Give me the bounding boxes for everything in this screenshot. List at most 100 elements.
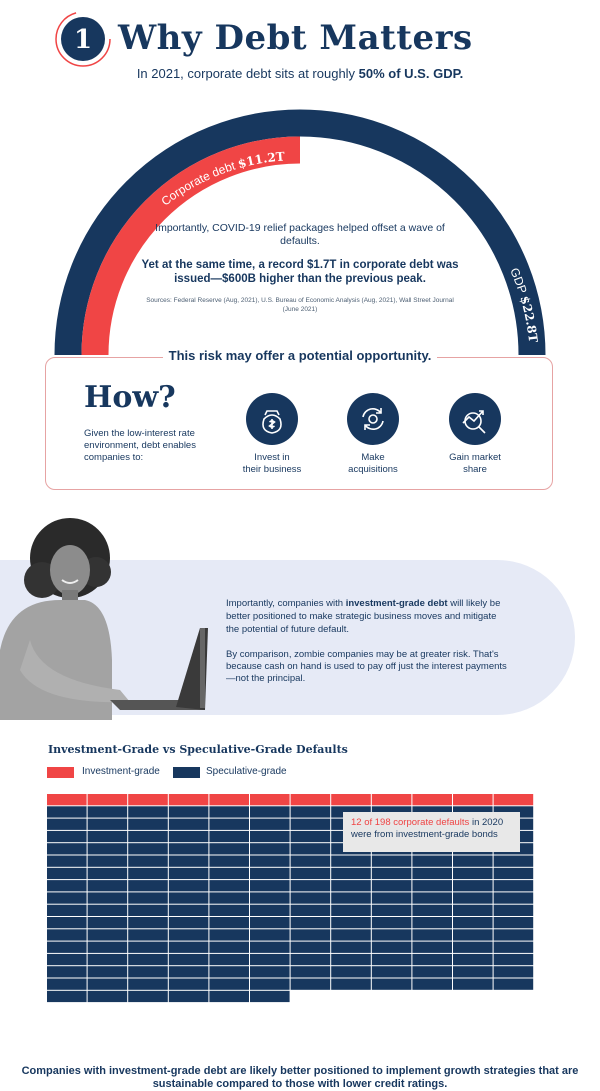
waffle-cell-speculative-grade: [87, 818, 128, 830]
waffle-cell-speculative-grade: [209, 917, 249, 929]
waffle-cell-speculative-grade: [47, 830, 87, 843]
waffle-cell-speculative-grade: [412, 855, 452, 867]
subtitle-text: In 2021, corporate debt sits at roughly: [136, 66, 359, 81]
waffle-cell-speculative-grade: [250, 867, 290, 880]
waffle-cell-speculative-grade: [331, 867, 371, 880]
waffle-cell-speculative-grade: [209, 941, 249, 953]
waffle-cell-speculative-grade: [290, 929, 331, 941]
waffle-cell-speculative-grade: [453, 880, 493, 892]
waffle-cell-speculative-grade: [453, 941, 493, 953]
waffle-cell-speculative-grade: [47, 941, 87, 953]
waffle-cell-speculative-grade: [128, 830, 168, 843]
money-bag-icon: [246, 393, 298, 445]
waffle-cell-speculative-grade: [128, 929, 168, 941]
waffle-cell-speculative-grade: [412, 867, 452, 880]
waffle-cell-speculative-grade: [371, 966, 412, 978]
waffle-cell-speculative-grade: [128, 818, 168, 830]
market-share-label: Gain market share: [449, 452, 501, 475]
waffle-cell-speculative-grade: [250, 855, 290, 867]
waffle-cell-speculative-grade: [412, 978, 452, 990]
waffle-cell-speculative-grade: [128, 941, 168, 953]
waffle-cell-speculative-grade: [168, 892, 209, 904]
chart-callout: 12 of 198 corporate defaults in 2020 wer…: [343, 812, 520, 852]
waffle-cell-speculative-grade: [493, 966, 534, 978]
waffle-cell-speculative-grade: [331, 904, 371, 916]
waffle-cell-speculative-grade: [371, 867, 412, 880]
waffle-cell-speculative-grade: [128, 855, 168, 867]
waffle-cell-speculative-grade: [87, 990, 128, 1003]
waffle-cell-speculative-grade: [209, 830, 249, 843]
waffle-cell-speculative-grade: [87, 880, 128, 892]
waffle-cell-speculative-grade: [47, 978, 87, 990]
waffle-cell-speculative-grade: [47, 818, 87, 830]
waffle-cell-speculative-grade: [412, 941, 452, 953]
waffle-cell-speculative-grade: [168, 843, 209, 855]
legend-label-speculative-grade: Speculative-grade: [206, 766, 287, 777]
legend-swatch-speculative-grade: [173, 767, 200, 778]
waffle-cell-speculative-grade: [168, 941, 209, 953]
risk-label: This risk may offer a potential opportun…: [0, 347, 600, 365]
waffle-cell-speculative-grade: [250, 990, 290, 1003]
waffle-cell-speculative-grade: [250, 818, 290, 830]
waffle-cell-speculative-grade: [128, 990, 168, 1003]
chart-title: Investment-Grade vs Speculative-Grade De…: [48, 743, 348, 756]
waffle-cell-speculative-grade: [168, 806, 209, 818]
waffle-cell-speculative-grade: [168, 953, 209, 966]
waffle-cell-speculative-grade: [128, 917, 168, 929]
waffle-cell-speculative-grade: [412, 892, 452, 904]
arch-note-relief: Importantly, COVID-19 relief packages he…: [155, 222, 445, 247]
waffle-cell-speculative-grade: [128, 806, 168, 818]
waffle-cell-speculative-grade: [412, 966, 452, 978]
waffle-cell-speculative-grade: [87, 929, 128, 941]
waffle-cell-speculative-grade: [331, 966, 371, 978]
waffle-cell-speculative-grade: [250, 806, 290, 818]
waffle-cell-speculative-grade: [412, 880, 452, 892]
waffle-cell-speculative-grade: [47, 990, 87, 1003]
waffle-cell-speculative-grade: [168, 917, 209, 929]
waffle-cell-speculative-grade: [290, 880, 331, 892]
waffle-cell-speculative-grade: [290, 978, 331, 990]
invest-label: Invest in their business: [242, 452, 302, 475]
waffle-cell-speculative-grade: [371, 917, 412, 929]
waffle-cell-speculative-grade: [493, 806, 534, 818]
waffle-cell-speculative-grade: [250, 892, 290, 904]
waffle-cell-speculative-grade: [453, 929, 493, 941]
waffle-cell-investment-grade: [168, 794, 209, 806]
waffle-cell-investment-grade: [87, 794, 128, 806]
sources-note: Sources: Federal Reserve (Aug, 2021), U.…: [146, 297, 454, 313]
legend-label-investment-grade: Investment-grade: [82, 766, 160, 777]
waffle-cell-speculative-grade: [168, 880, 209, 892]
waffle-cell-speculative-grade: [290, 867, 331, 880]
waffle-cell-speculative-grade: [128, 867, 168, 880]
waffle-cell-speculative-grade: [87, 966, 128, 978]
waffle-cell-speculative-grade: [209, 892, 249, 904]
waffle-cell-speculative-grade: [128, 966, 168, 978]
waffle-cell-speculative-grade: [331, 953, 371, 966]
waffle-cell-speculative-grade: [412, 953, 452, 966]
waffle-cell-investment-grade: [371, 794, 412, 806]
waffle-cell-speculative-grade: [209, 929, 249, 941]
waffle-cell-speculative-grade: [250, 880, 290, 892]
waffle-cell-investment-grade: [331, 794, 371, 806]
waffle-cell-speculative-grade: [493, 904, 534, 916]
waffle-cell-speculative-grade: [47, 953, 87, 966]
waffle-cell-speculative-grade: [47, 917, 87, 929]
waffle-cell-speculative-grade: [371, 892, 412, 904]
band-paragraph-zombie: By comparison, zombie companies may be a…: [226, 649, 507, 684]
waffle-cell-speculative-grade: [331, 855, 371, 867]
risk-label-text: This risk may offer a potential opportun…: [162, 348, 438, 363]
waffle-cell-investment-grade: [290, 794, 331, 806]
waffle-cell-speculative-grade: [412, 806, 452, 818]
waffle-cell-speculative-grade: [453, 892, 493, 904]
waffle-cell-speculative-grade: [47, 855, 87, 867]
waffle-cell-speculative-grade: [290, 855, 331, 867]
waffle-cell-speculative-grade: [371, 880, 412, 892]
waffle-cell-speculative-grade: [453, 917, 493, 929]
waffle-cell-speculative-grade: [87, 855, 128, 867]
waffle-cell-speculative-grade: [250, 966, 290, 978]
waffle-cell-speculative-grade: [128, 978, 168, 990]
waffle-cell-speculative-grade: [250, 830, 290, 843]
waffle-cell-speculative-grade: [331, 978, 371, 990]
waffle-cell-speculative-grade: [250, 917, 290, 929]
waffle-cell-speculative-grade: [87, 978, 128, 990]
